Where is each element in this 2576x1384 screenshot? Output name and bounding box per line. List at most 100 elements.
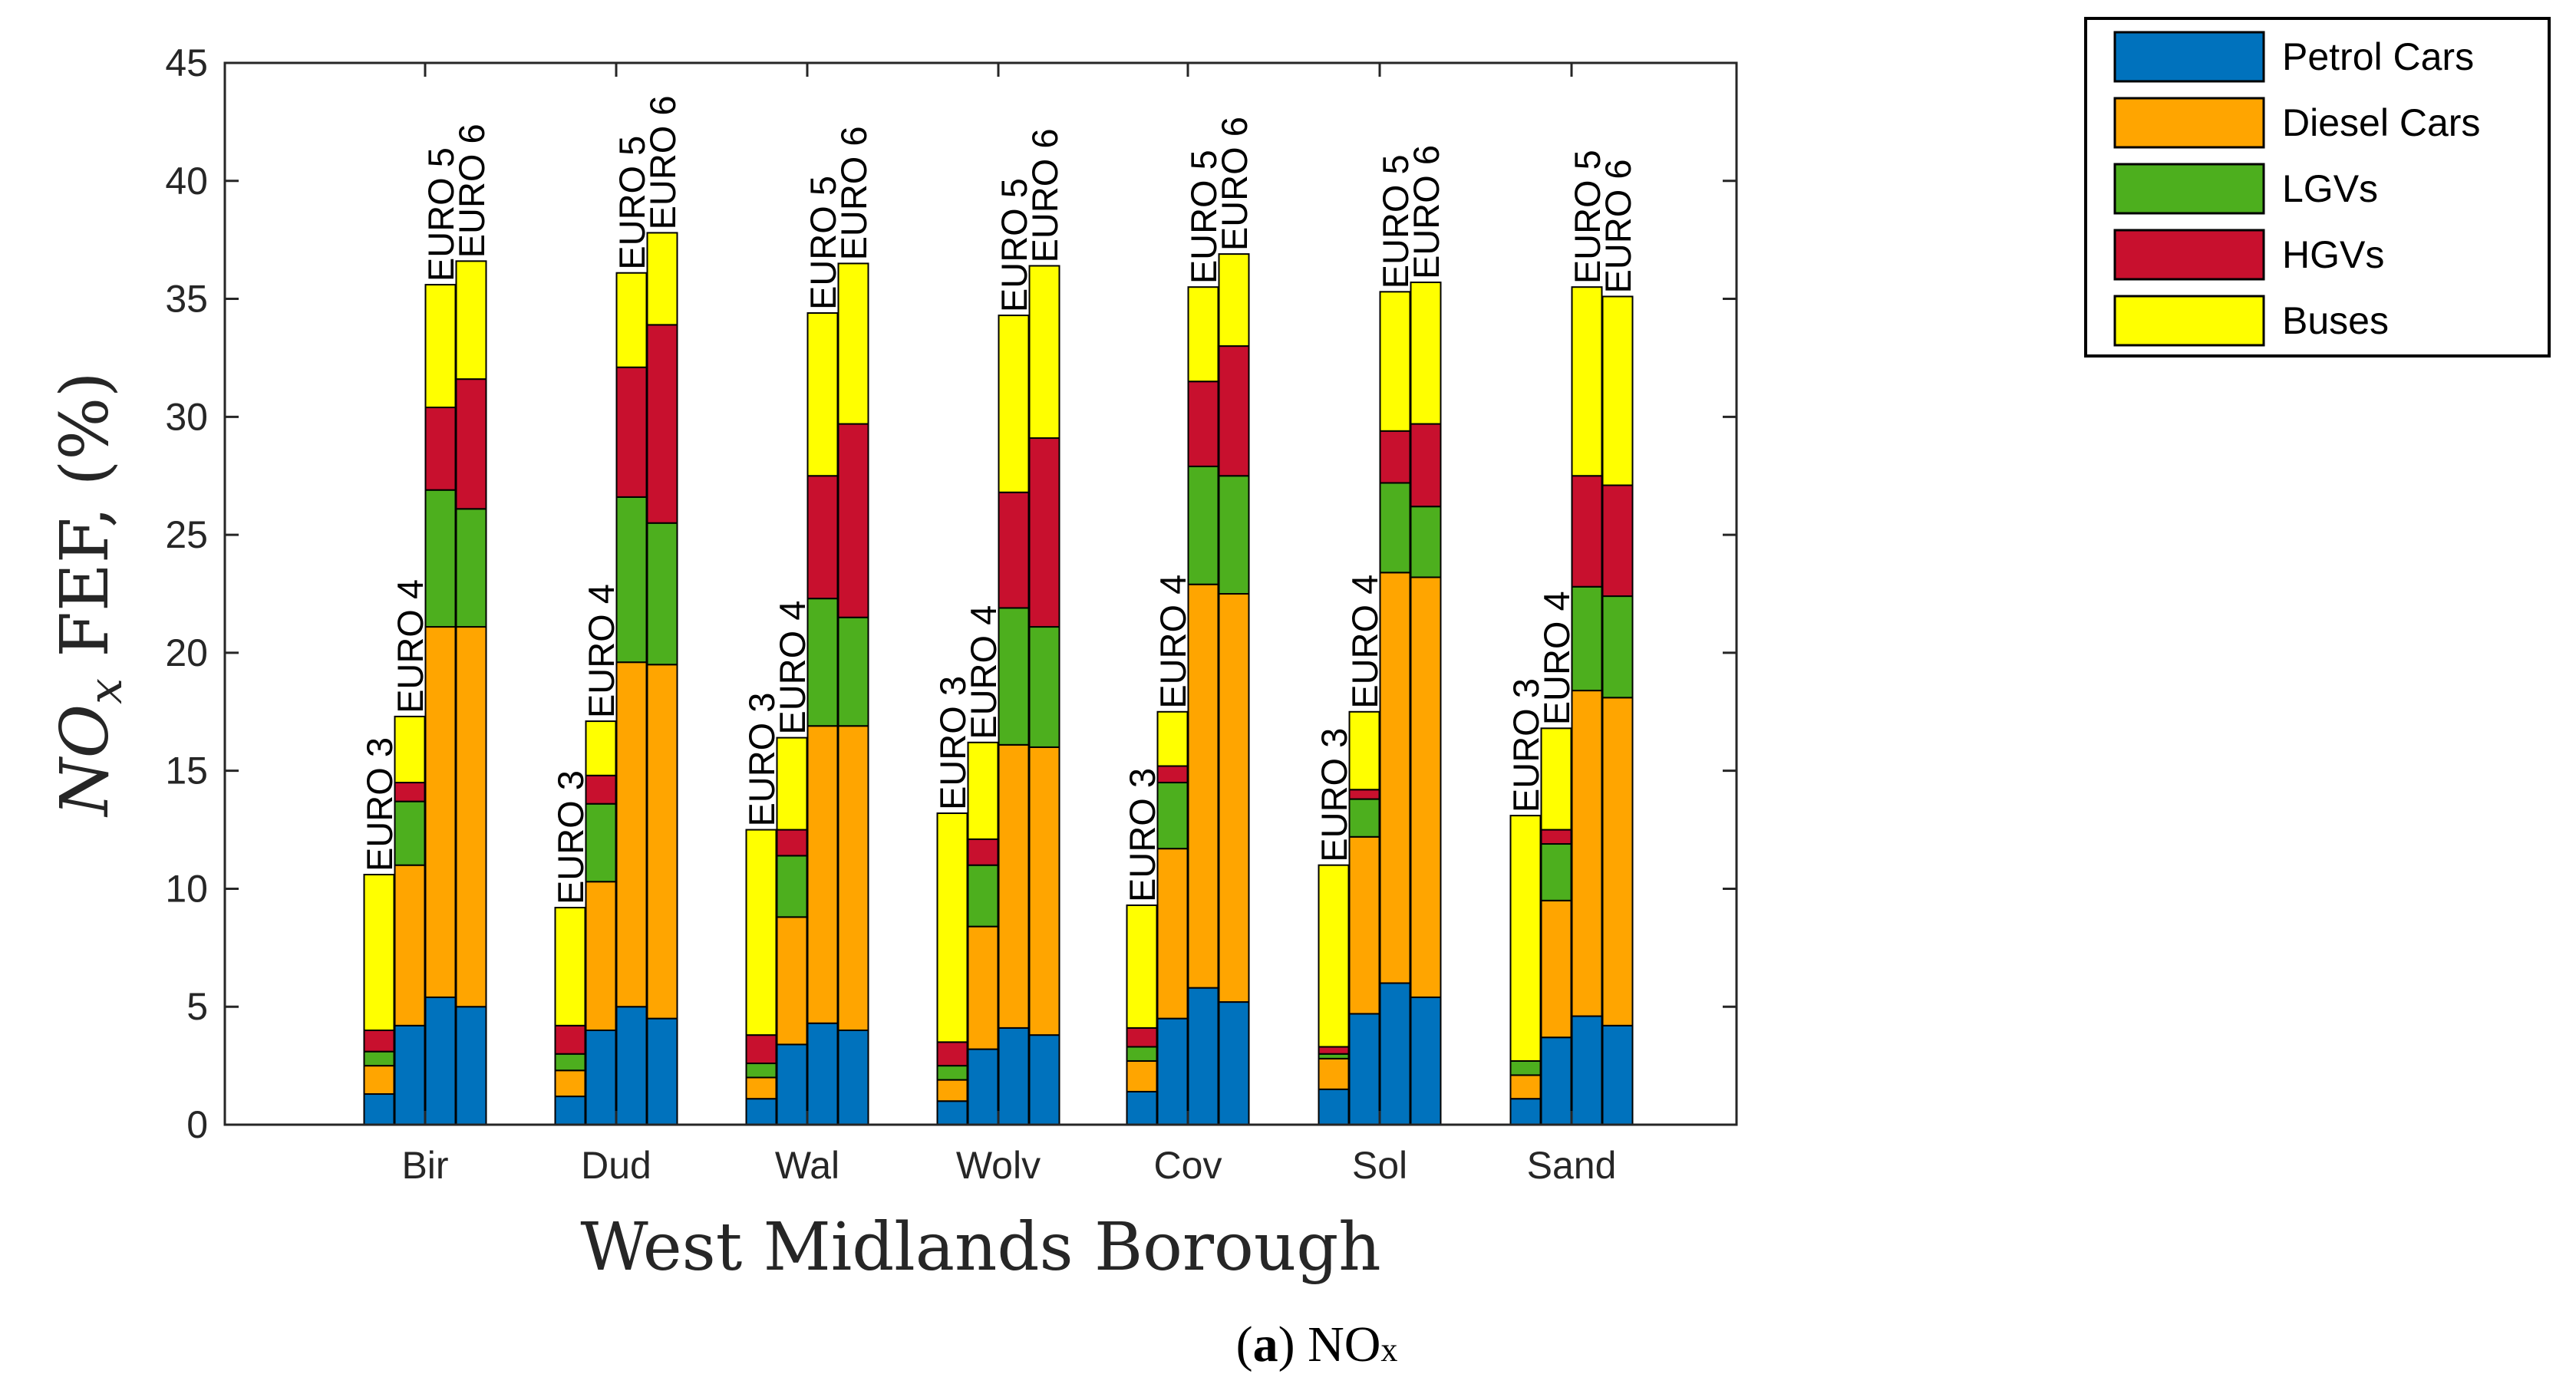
bar-segment-cov-euro3-buses [1126, 904, 1158, 1029]
legend-swatch [2113, 31, 2265, 83]
bar-segment-cov-euro4-buses [1156, 710, 1189, 767]
bar-segment-sand-euro3-buses [1509, 815, 1542, 1062]
caption-base: NO [1308, 1316, 1380, 1372]
bar-segment-wal-euro3-petrol-cars [745, 1098, 777, 1126]
bar-segment-cov-euro6-petrol-cars [1218, 1001, 1250, 1126]
bar-segment-bir-euro4-hgvs [394, 782, 426, 802]
legend-swatch [2113, 97, 2265, 149]
bar-segment-sol-euro6-diesel-cars [1410, 576, 1442, 998]
bar-segment-sand-euro4-diesel-cars [1540, 899, 1572, 1039]
x-tick-label: Wolv [956, 1144, 1041, 1187]
euro-label: EURO 5 [994, 178, 1034, 312]
bar-segment-bir-euro4-diesel-cars [394, 864, 426, 1026]
bar-segment-dud-euro6-buses [646, 232, 678, 326]
bar-segment-bir-euro3-hgvs [363, 1029, 395, 1053]
bar-segment-sol-euro3-petrol-cars [1318, 1088, 1350, 1126]
bar-segment-wal-euro3-lgvs [745, 1063, 777, 1079]
bar-segment-bir-euro6-diesel-cars [455, 626, 487, 1008]
caption-open-paren: ( [1236, 1316, 1253, 1372]
bar-segment-bir-euro4-petrol-cars [394, 1024, 426, 1125]
euro-label: EURO 6 [1598, 159, 1638, 293]
bar-segment-sand-euro5-lgvs [1571, 585, 1603, 692]
bar-segment-dud-euro5-petrol-cars [615, 1006, 648, 1125]
bar-segment-dud-euro3-buses [554, 907, 586, 1026]
bar-segment-bir-euro4-buses [394, 715, 426, 784]
bar-segment-sol-euro4-buses [1348, 710, 1380, 791]
euro-label: EURO 4 [963, 605, 1004, 740]
bar-segment-dud-euro3-lgvs [554, 1053, 586, 1072]
bar-segment-wolv-euro4-petrol-cars [967, 1048, 999, 1126]
y-tick-label: 30 [165, 395, 208, 438]
bar-segment-cov-euro5-petrol-cars [1187, 987, 1219, 1126]
bar-segment-wal-euro5-diesel-cars [806, 725, 839, 1024]
euro-label: EURO 5 [803, 176, 843, 310]
euro-label: EURO 3 [1314, 728, 1354, 862]
y-tick-label: 25 [165, 513, 208, 556]
bar-segment-dud-euro6-lgvs [646, 522, 678, 666]
y-axis-title: NOx FEF, (%) [47, 371, 133, 817]
bar-segment-cov-euro3-petrol-cars [1126, 1090, 1158, 1126]
bar-segment-cov-euro4-petrol-cars [1156, 1017, 1189, 1125]
bar-segment-wal-euro4-diesel-cars [776, 916, 808, 1046]
bar-segment-dud-euro5-hgvs [615, 366, 648, 498]
bar-segment-sand-euro6-hgvs [1601, 484, 1634, 598]
bar-segment-wal-euro3-buses [745, 829, 777, 1036]
bar-segment-dud-euro3-diesel-cars [554, 1069, 586, 1098]
y-tick-label: 5 [186, 985, 208, 1028]
bar-segment-dud-euro4-hgvs [585, 774, 617, 805]
bar-segment-sol-euro3-diesel-cars [1318, 1057, 1350, 1090]
x-tick-label: Bir [401, 1144, 448, 1187]
bar-segment-wal-euro6-hgvs [837, 423, 869, 618]
euro-label: EURO 6 [1214, 117, 1255, 251]
figure-caption: (a) NOx [1236, 1316, 1398, 1372]
bar-segment-bir-euro3-buses [363, 873, 395, 1031]
bar-segment-dud-euro4-buses [585, 720, 617, 776]
legend-swatch [2113, 163, 2265, 215]
y-tick-label: 20 [165, 631, 208, 674]
bar-segment-wolv-euro5-diesel-cars [998, 743, 1030, 1029]
bar-segment-sand-euro6-lgvs [1601, 595, 1634, 699]
x-axis-title: West Midlands Borough [580, 1209, 1380, 1286]
bar-segment-wolv-euro5-petrol-cars [998, 1026, 1030, 1125]
bar-segment-wolv-euro4-buses [967, 741, 999, 840]
bar-segment-sol-euro5-diesel-cars [1379, 572, 1411, 984]
legend-swatch [2113, 229, 2265, 281]
bar-segment-wolv-euro4-hgvs [967, 838, 999, 866]
bar-segment-bir-euro5-diesel-cars [424, 626, 457, 998]
caption-close-paren: ) [1278, 1316, 1308, 1372]
euro-label: EURO 5 [421, 147, 461, 282]
bar-segment-cov-euro6-buses [1218, 253, 1250, 348]
legend-label: Buses [2282, 299, 2389, 342]
euro-label: EURO 3 [741, 693, 782, 827]
bar-segment-sol-euro4-petrol-cars [1348, 1013, 1380, 1125]
bar-segment-sand-euro3-diesel-cars [1509, 1074, 1542, 1100]
bar-segment-wolv-euro5-buses [998, 315, 1030, 493]
bar-segment-wal-euro6-buses [837, 262, 869, 425]
bar-segment-bir-euro6-lgvs [455, 508, 487, 628]
plot-area-frame [223, 61, 1738, 1126]
x-tick-label: Wal [775, 1144, 839, 1187]
bar-segment-wolv-euro3-lgvs [936, 1065, 968, 1081]
bar-segment-sand-euro4-petrol-cars [1540, 1036, 1572, 1126]
bar-segment-dud-euro3-petrol-cars [554, 1096, 586, 1126]
bar-segment-sol-euro5-petrol-cars [1379, 982, 1411, 1126]
bar-segment-cov-euro3-diesel-cars [1126, 1059, 1158, 1092]
y-tick-label: 40 [165, 160, 208, 203]
bar-segment-wal-euro5-hgvs [806, 475, 839, 600]
y-axis-title-rest: FEF, (%) [47, 371, 124, 678]
bar-segment-sand-euro3-petrol-cars [1509, 1098, 1542, 1126]
caption-letter: a [1253, 1316, 1278, 1372]
bar-segment-wolv-euro6-petrol-cars [1028, 1034, 1060, 1126]
bar-segment-sol-euro3-hgvs [1318, 1046, 1350, 1055]
bar-segment-wolv-euro6-buses [1028, 265, 1060, 440]
bar-segment-wolv-euro3-petrol-cars [936, 1100, 968, 1125]
euro-label: EURO 6 [1406, 145, 1446, 279]
bar-segment-wolv-euro5-hgvs [998, 491, 1030, 609]
legend: Petrol Cars Diesel Cars LGVs HGVs Buses [2084, 17, 2551, 358]
bar-segment-cov-euro3-hgvs [1126, 1026, 1158, 1048]
bar-segment-sand-euro6-buses [1601, 295, 1634, 486]
bar-segment-sol-euro6-petrol-cars [1410, 996, 1442, 1126]
bar-segment-sand-euro5-buses [1571, 286, 1603, 477]
euro-label: EURO 4 [581, 584, 622, 718]
euro-label: EURO 4 [1536, 591, 1577, 725]
